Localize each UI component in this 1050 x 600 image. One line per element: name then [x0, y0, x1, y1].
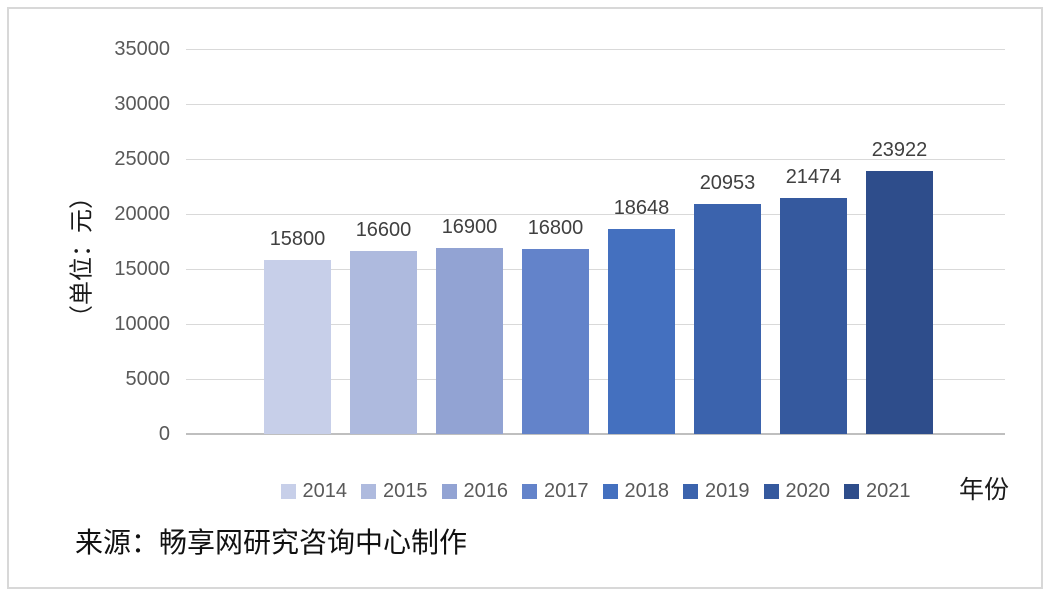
- legend-item-2016: 2016: [441, 480, 509, 502]
- legend-label: 2014: [302, 480, 348, 502]
- y-tick-label: 0: [158, 423, 170, 445]
- bar-2019: [694, 204, 761, 434]
- legend-item-2014: 2014: [280, 480, 348, 502]
- legend-swatch-icon: [844, 483, 859, 499]
- y-tick-label: 10000: [114, 313, 170, 335]
- legend-swatch-icon: [522, 483, 537, 499]
- legend-swatch-icon: [763, 483, 779, 499]
- legend-item-2019: 2019: [683, 481, 750, 501]
- legend-item-2017: 2017: [522, 481, 589, 501]
- x-axis-title: 年份: [959, 477, 1010, 504]
- legend-item-2020: 2020: [763, 480, 831, 502]
- legend-label: 2020: [785, 480, 831, 502]
- gridline: [186, 104, 1005, 105]
- gridline: [186, 324, 1005, 325]
- legend-label: 2016: [463, 480, 509, 502]
- legend-swatch-icon: [361, 483, 376, 499]
- x-axis-line: [186, 433, 1005, 435]
- bar-2015: [350, 251, 417, 434]
- legend-swatch-icon: [683, 483, 698, 499]
- legend-swatch-icon: [280, 483, 296, 499]
- gridline: [186, 214, 1005, 215]
- legend-label: 2015: [383, 480, 428, 502]
- bar-2014: [264, 260, 331, 434]
- legend-label: 2018: [624, 480, 670, 502]
- gridline: [186, 269, 1005, 270]
- legend-item-2015: 2015: [361, 481, 428, 501]
- gridline: [186, 379, 1005, 380]
- gridline: [186, 49, 1005, 50]
- data-label-2020: 21474: [785, 166, 842, 188]
- y-tick-label: 25000: [114, 148, 170, 170]
- bar-2016: [436, 248, 503, 434]
- bar-2018: [608, 229, 675, 434]
- y-tick-label: 15000: [114, 258, 170, 280]
- chart-frame: （单位：元） 35000 30000 25000 20000 15000 10000 500…: [7, 7, 1043, 589]
- y-tick-label: 5000: [125, 368, 171, 390]
- data-label-2018: 18648: [613, 197, 670, 219]
- legend-swatch-icon: [441, 483, 457, 499]
- data-label-2015: 16600: [355, 219, 412, 241]
- data-label-2021: 23922: [871, 139, 928, 161]
- bar-2017: [522, 249, 589, 434]
- legend-label: 2019: [705, 480, 750, 502]
- plot-area: 35000 30000 25000 20000 15000 10000 5000 0 1580…: [114, 38, 1005, 445]
- legend-label: 2021: [866, 480, 911, 502]
- y-tick-label: 20000: [114, 203, 170, 225]
- data-label-2019: 20953: [699, 172, 756, 194]
- legend-label: 2017: [544, 480, 589, 502]
- y-tick-label: 35000: [114, 38, 170, 60]
- gridline: [186, 159, 1005, 160]
- y-tick-label: 30000: [114, 93, 170, 115]
- legend-swatch-icon: [602, 483, 618, 499]
- source-note: 来源：畅享网研究咨询中心制作: [75, 528, 468, 559]
- data-label-2017: 16800: [527, 217, 584, 239]
- data-label-2016: 16900: [441, 216, 498, 238]
- legend-item-2018: 2018: [602, 480, 670, 502]
- bar-2020: [780, 198, 847, 434]
- bar-2021: [866, 171, 933, 434]
- data-label-2014: 15800: [269, 228, 326, 250]
- legend: 2014 2015 2016 2017 2018 2019 2020 2021: [186, 477, 1005, 505]
- legend-item-2021: 2021: [844, 481, 911, 501]
